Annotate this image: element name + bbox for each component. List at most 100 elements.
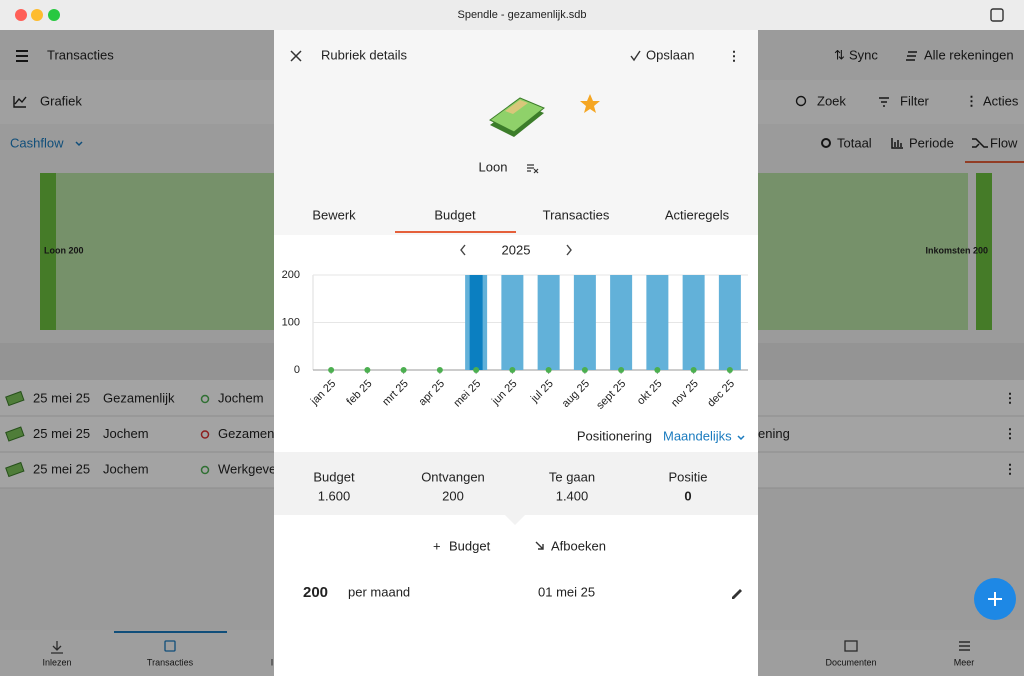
dot: [690, 367, 697, 373]
view-tab[interactable]: Flow: [990, 135, 1018, 150]
search-icon: [795, 95, 807, 107]
flow-node: [40, 173, 56, 330]
y-tick-label: 200: [282, 269, 300, 281]
nav-item[interactable]: I: [271, 657, 274, 667]
dialog-tab[interactable]: Budget: [434, 207, 476, 222]
sync-button[interactable]: Sync: [849, 47, 878, 62]
filter-icon: [879, 97, 889, 107]
bar: [718, 275, 741, 370]
fab-plus: [988, 592, 1002, 606]
bar: [537, 275, 560, 370]
money-icon: [5, 426, 25, 442]
category-name: Loon: [479, 159, 508, 174]
edit-button[interactable]: [732, 589, 742, 599]
dot: [618, 367, 625, 373]
dialog-tab[interactable]: Actieregels: [665, 207, 730, 222]
dot: [581, 367, 588, 373]
save-button[interactable]: Opslaan: [646, 47, 694, 62]
row-menu[interactable]: ⋮: [1004, 426, 1017, 441]
summary-value: 1.600: [318, 488, 351, 503]
transaction-account: Jochem: [103, 426, 149, 441]
summary-panel: [274, 452, 758, 515]
subbar-title: Grafiek: [40, 93, 82, 108]
menu-icon[interactable]: [16, 50, 28, 62]
accounts-icon: [906, 51, 917, 61]
dot: [654, 367, 661, 373]
nav-icon: [844, 640, 858, 652]
positioning-select[interactable]: Maandelijks: [663, 428, 732, 443]
nav-item[interactable]: Transacties: [147, 657, 194, 667]
nav-item[interactable]: Inlezen: [42, 657, 71, 667]
close-window[interactable]: [15, 9, 27, 21]
transaction-account: Gezamenlijk: [103, 390, 175, 405]
save-icon: [630, 50, 641, 62]
actions-icon: ⋮: [965, 93, 978, 108]
summary-label: Ontvangen: [421, 469, 485, 484]
dialog-title: Rubriek details: [321, 47, 407, 62]
summary-value: 0: [684, 488, 691, 503]
flow-label: Inkomsten 200: [925, 245, 988, 255]
transfer-icon: [200, 465, 210, 475]
view-tab[interactable]: Periode: [909, 135, 954, 150]
total-icon: [821, 138, 831, 148]
money-note: [489, 97, 545, 133]
money-icon: [5, 461, 25, 478]
money-icon: [5, 390, 25, 407]
positioning-label: Positionering: [577, 428, 652, 443]
more-button[interactable]: ⋮: [728, 48, 741, 63]
dialog-tab[interactable]: Bewerk: [312, 207, 356, 222]
maximize-window[interactable]: [48, 9, 60, 21]
dialog-tab[interactable]: Transacties: [543, 207, 610, 222]
dot: [328, 367, 335, 373]
positioning-caret: [737, 435, 745, 441]
nav-icon: [51, 641, 63, 654]
dot: [436, 367, 443, 373]
bar: [610, 275, 633, 370]
minimize-window[interactable]: [31, 9, 43, 21]
summary: Budget 1.600 Ontvangen 200 Te gaan 1.400 Posit…: [313, 469, 707, 503]
actions-button[interactable]: Acties: [983, 93, 1019, 108]
nav-active: [114, 631, 227, 633]
year: 2025: [502, 242, 531, 257]
transfer-icon: [200, 394, 210, 404]
transaction-texts: 25 mei 25 Gezamenlijk Jochem ⋮ 25 mei 25 Joch…: [5, 390, 1017, 478]
next-year[interactable]: [566, 244, 572, 256]
flow-icon: [972, 138, 988, 148]
nav-item[interactable]: Meer: [954, 657, 975, 667]
nav-item[interactable]: Documenten: [825, 657, 876, 667]
dot: [726, 367, 733, 373]
money-icon: [489, 97, 545, 137]
nav-texts: Inlezen Transacties I Documenten Meer: [42, 657, 974, 667]
close-button[interactable]: [290, 50, 302, 62]
clear-format-icon[interactable]: [527, 164, 539, 174]
summary-label: Budget: [313, 469, 355, 484]
extension-icon[interactable]: [990, 8, 1004, 22]
add-icon: +: [433, 538, 441, 553]
entry-amount: 200: [303, 584, 328, 601]
search-button[interactable]: Zoek: [817, 93, 846, 108]
entry-panel: [274, 515, 758, 676]
book-button[interactable]: Afboeken: [551, 538, 606, 553]
favorite-star[interactable]: [580, 94, 600, 113]
entry-date: 01 mei 25: [538, 584, 595, 599]
add-budget-button[interactable]: Budget: [449, 538, 491, 553]
transaction-counterparty: Gezamen: [218, 426, 274, 441]
transaction-account: Jochem: [103, 461, 149, 476]
row-menu[interactable]: ⋮: [1004, 390, 1017, 405]
prev-year[interactable]: [460, 244, 466, 256]
filter-button[interactable]: Filter: [900, 93, 930, 108]
transaction-date: 25 mei 25: [33, 390, 90, 405]
view-selector[interactable]: Cashflow: [10, 135, 64, 150]
summary-notch: [505, 515, 525, 525]
sync-icon: ⇅: [834, 47, 845, 62]
accounts-button[interactable]: Alle rekeningen: [924, 47, 1014, 62]
row-menu[interactable]: ⋮: [1004, 461, 1017, 476]
transaction-date: 25 mei 25: [33, 426, 90, 441]
bar: [501, 275, 524, 370]
entry-period: per maand: [348, 584, 410, 599]
money-band: [505, 100, 528, 114]
summary-value: 1.400: [556, 488, 589, 503]
summary-label: Te gaan: [549, 469, 595, 484]
view-tab[interactable]: Totaal: [837, 135, 872, 150]
